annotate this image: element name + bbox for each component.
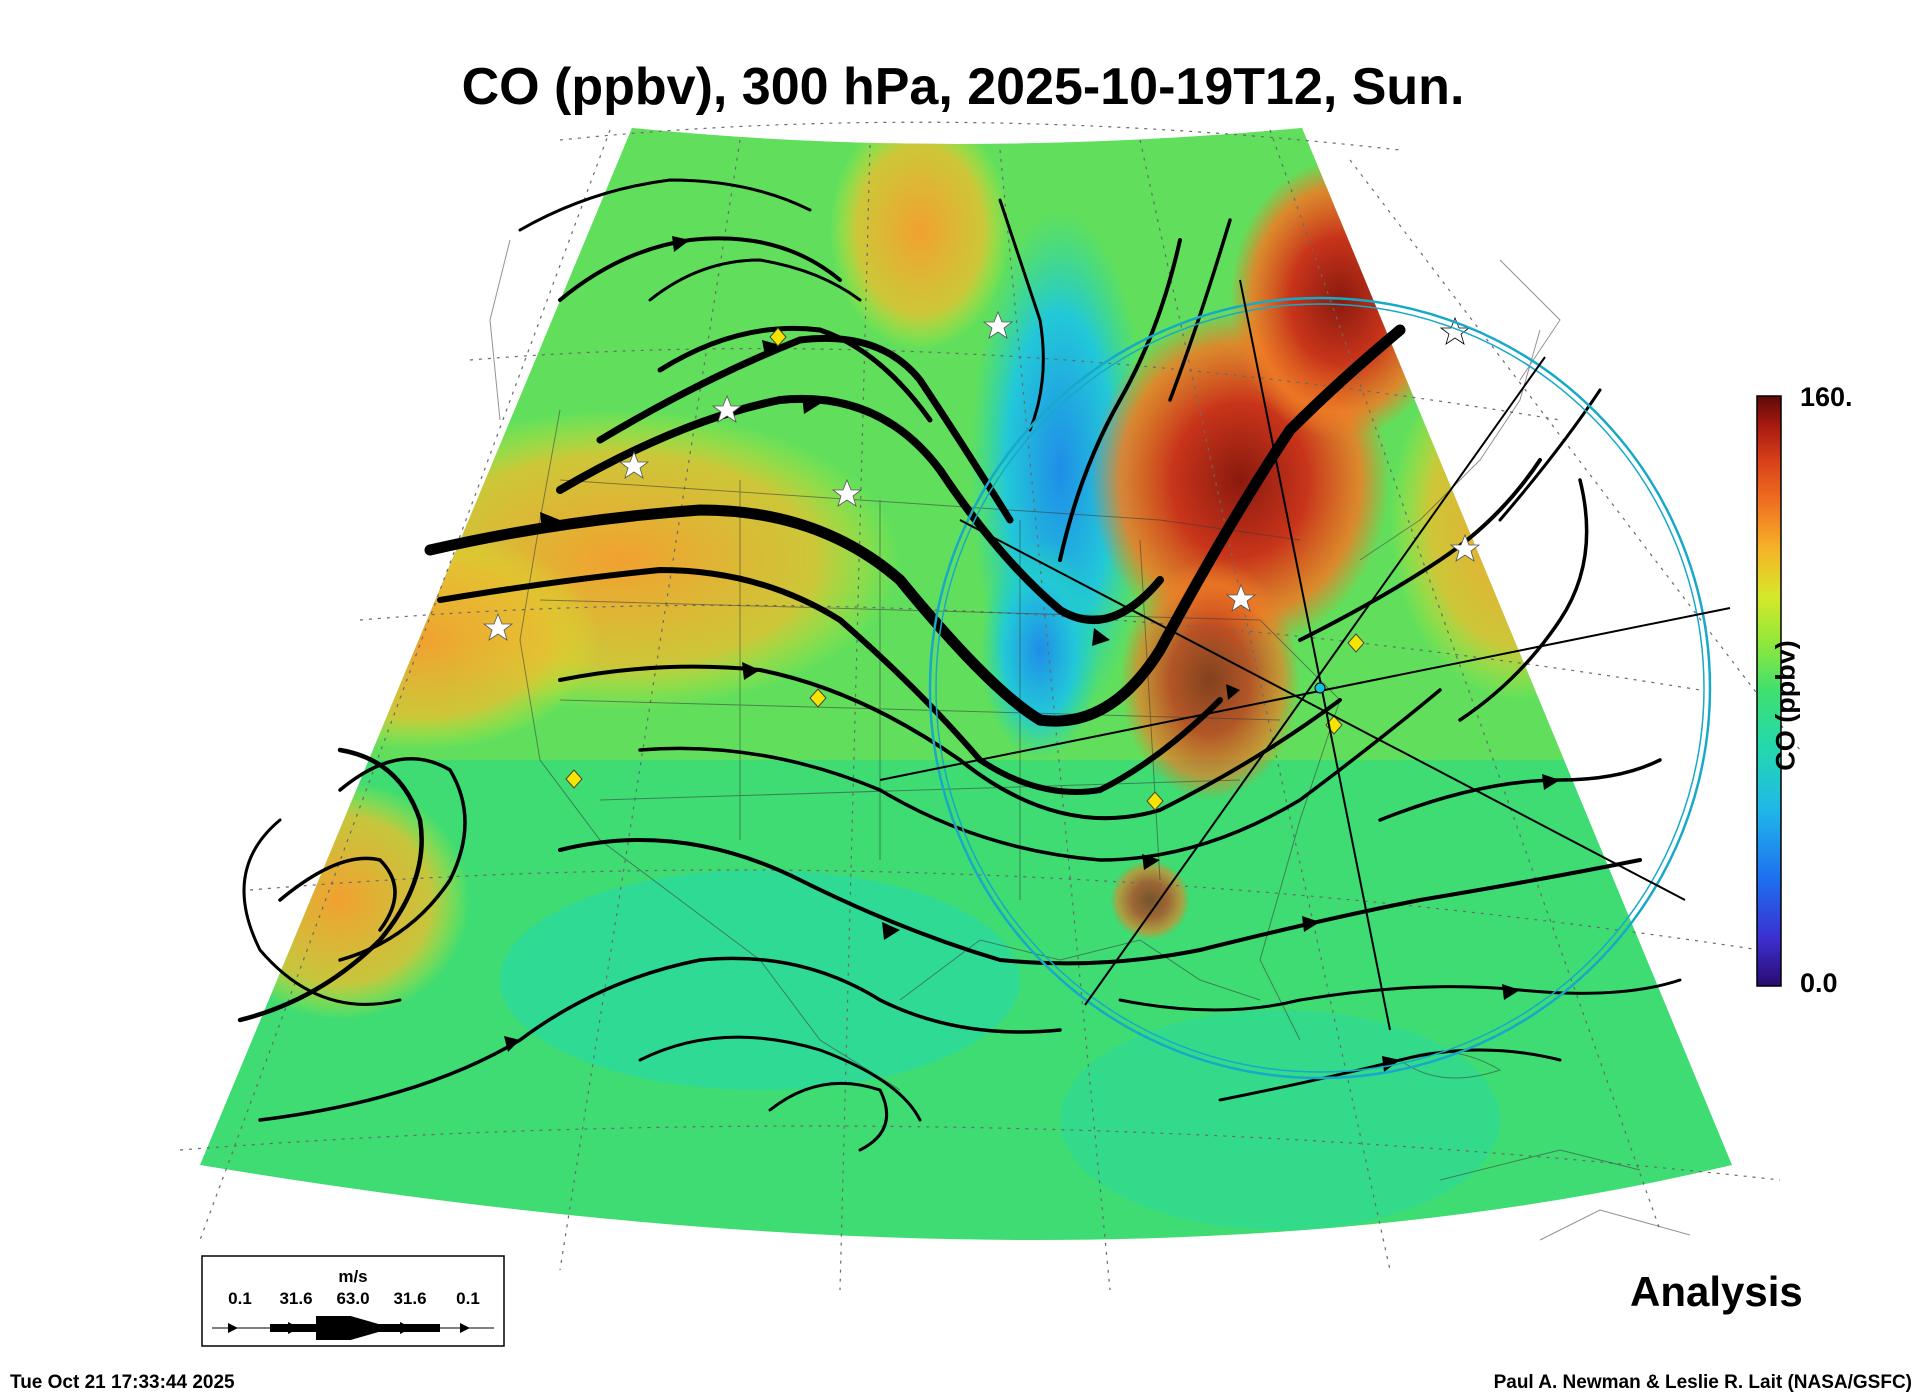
graticule xyxy=(179,121,1801,1291)
wind-legend-unit: m/s xyxy=(338,1267,367,1286)
wind-legend: m/s 0.1 31.6 63.0 31.6 0.1 xyxy=(201,1255,505,1347)
wind-legend-value-2: 31.6 xyxy=(279,1289,312,1308)
colorbar-title: CO (ppbv) xyxy=(1770,640,1801,771)
wind-legend-value-5: 0.1 xyxy=(456,1289,480,1308)
station-diamond-markers xyxy=(565,327,1365,811)
range-ring xyxy=(879,279,1731,1080)
colorbar xyxy=(1756,395,1782,987)
footer-timestamp: Tue Oct 21 17:33:44 2025 xyxy=(10,1372,235,1393)
footer-credit: Paul A. Newman & Leslie R. Lait (NASA/GS… xyxy=(1493,1372,1912,1393)
station-star-markers xyxy=(482,310,1481,641)
colorbar-min-label: 0.0 xyxy=(1800,968,1838,998)
streamline-arrowheads xyxy=(504,236,1560,1072)
ring-center-marker xyxy=(1314,682,1326,694)
wind-streamlines xyxy=(237,178,1682,1152)
map-title: CO (ppbv), 300 hPa, 2025-10-19T12, Sun. xyxy=(462,58,1465,116)
colorbar-max-label: 160. xyxy=(1800,382,1853,412)
wind-legend-value-3: 63.0 xyxy=(336,1289,369,1308)
wind-legend-value-4: 31.6 xyxy=(393,1289,426,1308)
analysis-label: Analysis xyxy=(1630,1268,1803,1315)
wind-legend-value-1: 0.1 xyxy=(228,1289,252,1308)
co-field xyxy=(200,128,1732,1240)
